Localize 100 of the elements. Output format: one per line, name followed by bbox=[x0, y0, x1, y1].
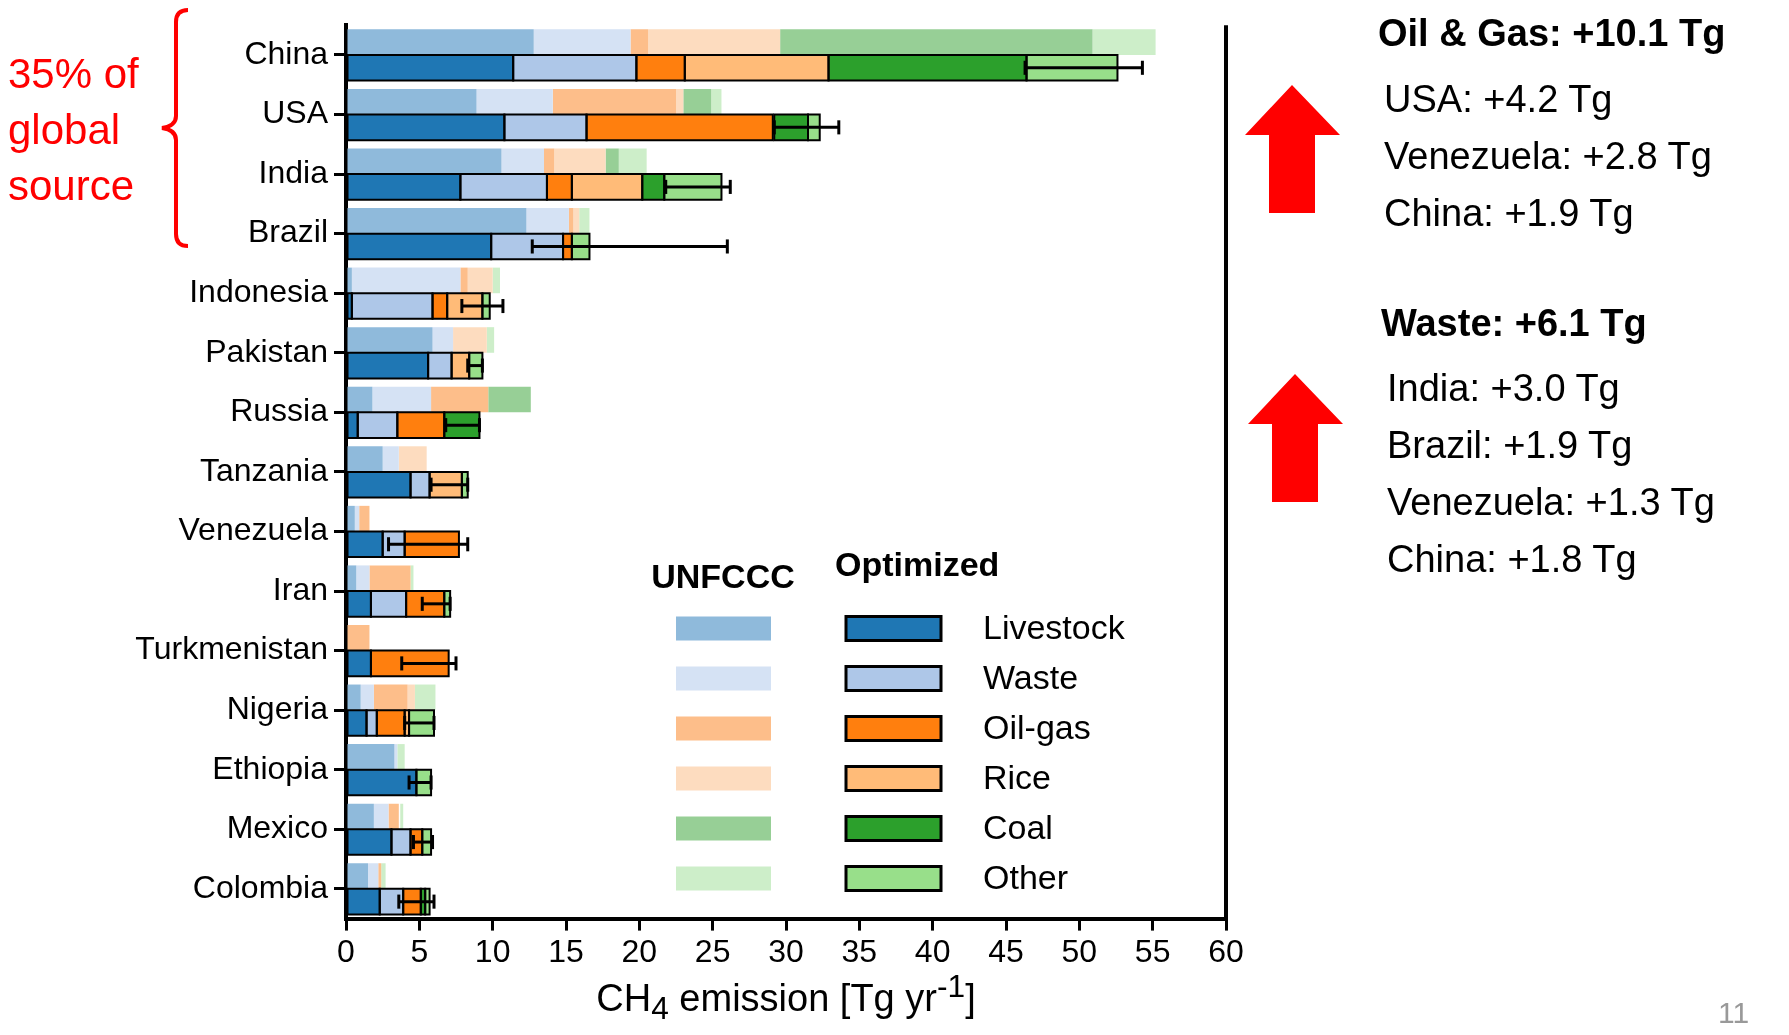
bar bbox=[347, 29, 534, 55]
y-tick-label: Brazil bbox=[247, 213, 328, 250]
bar bbox=[398, 446, 427, 472]
bar bbox=[373, 803, 389, 830]
bar bbox=[676, 88, 684, 115]
y-tick-label: Ethiopia bbox=[212, 749, 329, 786]
bar bbox=[453, 327, 487, 353]
bar bbox=[373, 684, 408, 711]
y-tick-label: Venezuela bbox=[178, 511, 329, 548]
bar bbox=[359, 505, 370, 532]
bar bbox=[467, 267, 493, 294]
bar bbox=[347, 208, 527, 234]
bar bbox=[397, 744, 405, 770]
bar bbox=[394, 744, 398, 770]
bar bbox=[347, 624, 370, 651]
y-tick-label: Turkmenistan bbox=[135, 630, 328, 667]
bar bbox=[711, 88, 722, 115]
text: Oil & Gas: +10.1 Tg bbox=[1378, 12, 1726, 55]
bar bbox=[347, 446, 383, 472]
bar bbox=[544, 148, 555, 175]
bar bbox=[630, 29, 649, 55]
bar bbox=[573, 208, 580, 234]
bar bbox=[618, 148, 647, 175]
bar bbox=[526, 208, 569, 234]
bar bbox=[605, 148, 619, 175]
x-tick-label: 15 bbox=[548, 932, 584, 969]
bar bbox=[378, 863, 382, 889]
text: Waste: +6.1 Tg bbox=[1381, 302, 1647, 345]
x-tick-label: 10 bbox=[474, 932, 511, 969]
x-tick-label: 20 bbox=[621, 932, 658, 969]
bar bbox=[381, 863, 386, 889]
bar bbox=[400, 803, 404, 830]
y-tick-label: USA bbox=[262, 94, 329, 131]
bar bbox=[347, 148, 502, 175]
y-tick-label: Nigeria bbox=[226, 689, 329, 726]
bar bbox=[533, 29, 631, 55]
x-tick-label: 45 bbox=[988, 932, 1024, 969]
bar bbox=[476, 88, 553, 115]
x-tick-label: 55 bbox=[1134, 932, 1171, 969]
text: USA: +4.2 Tg bbox=[1384, 78, 1613, 121]
x-tick-label: 50 bbox=[1061, 932, 1098, 969]
x-tick-label: 35 bbox=[841, 932, 878, 969]
legend-label: Oil-gas bbox=[983, 707, 1091, 746]
bar bbox=[648, 29, 781, 55]
bar bbox=[388, 803, 399, 830]
legend-label: Livestock bbox=[983, 607, 1126, 646]
x-tick-label: 30 bbox=[768, 932, 804, 969]
bar bbox=[368, 863, 379, 889]
y-tick-label: India bbox=[258, 153, 329, 190]
bar bbox=[347, 88, 477, 115]
bar bbox=[347, 744, 395, 770]
bar bbox=[492, 267, 500, 294]
y-tick-label: Colombia bbox=[192, 868, 329, 905]
text: China: +1.9 Tg bbox=[1384, 192, 1634, 235]
x-tick-label: 40 bbox=[914, 932, 951, 969]
bar bbox=[351, 267, 461, 294]
y-tick-label: Indonesia bbox=[189, 273, 329, 310]
bar bbox=[347, 505, 355, 532]
text: China: +1.8 Tg bbox=[1387, 538, 1637, 581]
x-axis-title: CH$_{4}$ emission [Tg yr$^{-1}$] bbox=[595, 968, 977, 1028]
y-tick-label: China bbox=[244, 34, 329, 71]
bar bbox=[486, 327, 495, 353]
legend-label: Other bbox=[983, 857, 1069, 896]
x-tick-label: 60 bbox=[1208, 932, 1244, 969]
bar bbox=[432, 327, 454, 353]
bar bbox=[347, 684, 361, 711]
bar bbox=[554, 148, 606, 175]
bar bbox=[382, 446, 399, 472]
y-tick-label: Tanzania bbox=[199, 451, 329, 488]
text: Venezuela: +1.3 Tg bbox=[1387, 481, 1715, 524]
y-tick-label: Russia bbox=[230, 392, 329, 429]
legend-label: Waste bbox=[983, 657, 1079, 696]
text: 35% of global source bbox=[8, 49, 140, 211]
bar bbox=[414, 684, 436, 711]
bar bbox=[347, 863, 368, 889]
y-tick-label: Mexico bbox=[226, 809, 328, 846]
legend-label: Rice bbox=[983, 757, 1052, 796]
bar bbox=[460, 267, 468, 294]
text: Brazil: +1.9 Tg bbox=[1387, 424, 1633, 467]
x-tick-label: 5 bbox=[410, 932, 429, 969]
bar bbox=[347, 803, 374, 830]
bar bbox=[1092, 29, 1156, 55]
annotation: Optimized bbox=[835, 544, 1000, 583]
x-tick-label: 25 bbox=[694, 932, 731, 969]
text: Venezuela: +2.8 Tg bbox=[1384, 135, 1712, 178]
text: 11 bbox=[1718, 996, 1750, 1030]
bar bbox=[683, 88, 712, 115]
bar bbox=[360, 684, 374, 711]
bar bbox=[780, 29, 1093, 55]
bar bbox=[372, 386, 432, 413]
bar bbox=[347, 327, 433, 353]
annotation: UNFCCC bbox=[651, 556, 795, 595]
legend-label: Coal bbox=[983, 807, 1053, 846]
bar bbox=[579, 208, 590, 234]
bar bbox=[356, 565, 370, 592]
bar bbox=[501, 148, 544, 175]
bar bbox=[431, 386, 489, 413]
y-tick-label: Iran bbox=[272, 570, 328, 607]
bar bbox=[369, 565, 411, 592]
bar bbox=[488, 386, 531, 413]
